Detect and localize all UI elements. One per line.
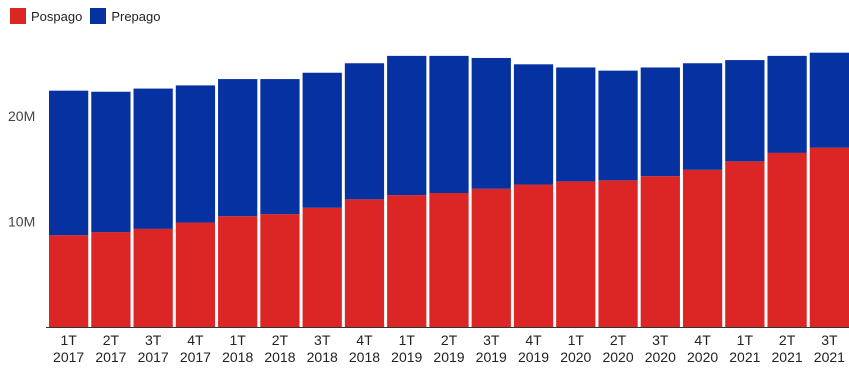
bar-prepago-1t-2021[interactable] [725, 60, 764, 161]
bar-pospago-2t-2019[interactable] [429, 193, 468, 327]
x-tick-label-year: 2019 [476, 349, 507, 365]
bar-prepago-3t-2017[interactable] [134, 89, 173, 229]
bar-pospago-2t-2017[interactable] [91, 232, 130, 327]
bar-prepago-4t-2019[interactable] [514, 64, 553, 184]
bar-pospago-4t-2020[interactable] [683, 170, 722, 327]
x-tick-label-year: 2019 [433, 349, 464, 365]
x-tick-label-year: 2019 [518, 349, 549, 365]
x-tick-label-year: 2020 [560, 349, 591, 365]
x-tick-label-quarter: 2T [441, 332, 458, 348]
x-tick-label-year: 2017 [138, 349, 169, 365]
x-tick-label-year: 2021 [772, 349, 803, 365]
x-tick-label-quarter: 2T [103, 332, 120, 348]
bar-pospago-4t-2018[interactable] [345, 199, 384, 327]
bar-prepago-2t-2017[interactable] [91, 92, 130, 232]
y-tick-label-20m: 20M [8, 108, 35, 124]
x-tick-label-year: 2018 [349, 349, 380, 365]
x-tick-label-quarter: 3T [145, 332, 162, 348]
x-tick-label-year: 2019 [391, 349, 422, 365]
x-tick-label-quarter: 1T [60, 332, 77, 348]
x-tick-label-year: 2021 [814, 349, 845, 365]
x-tick-label-quarter: 1T [230, 332, 247, 348]
x-tick-label-quarter: 4T [694, 332, 711, 348]
bar-prepago-2t-2019[interactable] [429, 56, 468, 193]
x-tick-label-year: 2018 [307, 349, 338, 365]
bar-pospago-1t-2019[interactable] [387, 195, 426, 327]
x-tick-label-year: 2017 [95, 349, 126, 365]
x-tick-label-quarter: 3T [821, 332, 838, 348]
x-tick-label-quarter: 2T [779, 332, 796, 348]
bar-prepago-3t-2020[interactable] [641, 67, 680, 176]
bar-pospago-3t-2020[interactable] [641, 176, 680, 327]
bar-prepago-2t-2020[interactable] [598, 71, 637, 181]
bar-prepago-1t-2020[interactable] [556, 67, 595, 181]
bar-pospago-3t-2021[interactable] [810, 148, 849, 327]
x-tick-label-quarter: 2T [610, 332, 627, 348]
bar-prepago-1t-2019[interactable] [387, 56, 426, 195]
x-tick-label-quarter: 1T [737, 332, 754, 348]
bar-pospago-3t-2019[interactable] [472, 189, 511, 327]
x-tick-label-year: 2020 [645, 349, 676, 365]
x-tick-label-year: 2018 [264, 349, 295, 365]
x-tick-label-year: 2017 [53, 349, 84, 365]
bar-prepago-2t-2018[interactable] [260, 79, 299, 214]
bar-pospago-4t-2019[interactable] [514, 185, 553, 327]
x-tick-label-year: 2021 [729, 349, 760, 365]
x-tick-label-year: 2017 [180, 349, 211, 365]
x-tick-label-quarter: 3T [652, 332, 669, 348]
x-tick-label-quarter: 3T [483, 332, 500, 348]
y-tick-label-10m: 10M [8, 214, 35, 230]
bar-pospago-2t-2020[interactable] [598, 180, 637, 327]
x-tick-label-quarter: 2T [272, 332, 289, 348]
x-tick-label-year: 2018 [222, 349, 253, 365]
bar-prepago-1t-2018[interactable] [218, 79, 257, 216]
bar-prepago-2t-2021[interactable] [767, 56, 806, 153]
bar-prepago-1t-2017[interactable] [49, 91, 88, 236]
bar-pospago-1t-2018[interactable] [218, 216, 257, 327]
bar-prepago-4t-2018[interactable] [345, 63, 384, 199]
bar-pospago-3t-2018[interactable] [303, 208, 342, 327]
x-tick-label-quarter: 1T [568, 332, 585, 348]
bar-prepago-3t-2019[interactable] [472, 58, 511, 189]
bar-prepago-3t-2021[interactable] [810, 53, 849, 148]
x-tick-label-quarter: 4T [187, 332, 204, 348]
bar-pospago-2t-2018[interactable] [260, 214, 299, 327]
bar-pospago-1t-2020[interactable] [556, 181, 595, 327]
bar-prepago-3t-2018[interactable] [303, 73, 342, 208]
bar-pospago-4t-2017[interactable] [176, 223, 215, 327]
bar-pospago-3t-2017[interactable] [134, 229, 173, 327]
bar-pospago-2t-2021[interactable] [767, 153, 806, 327]
x-tick-label-quarter: 4T [356, 332, 373, 348]
x-tick-label-quarter: 3T [314, 332, 331, 348]
bar-prepago-4t-2017[interactable] [176, 85, 215, 222]
bar-pospago-1t-2021[interactable] [725, 161, 764, 327]
x-tick-label-quarter: 1T [399, 332, 416, 348]
x-tick-label-year: 2020 [687, 349, 718, 365]
bar-pospago-1t-2017[interactable] [49, 235, 88, 327]
x-tick-label-quarter: 4T [525, 332, 542, 348]
x-tick-label-year: 2020 [602, 349, 633, 365]
bar-prepago-4t-2020[interactable] [683, 63, 722, 170]
